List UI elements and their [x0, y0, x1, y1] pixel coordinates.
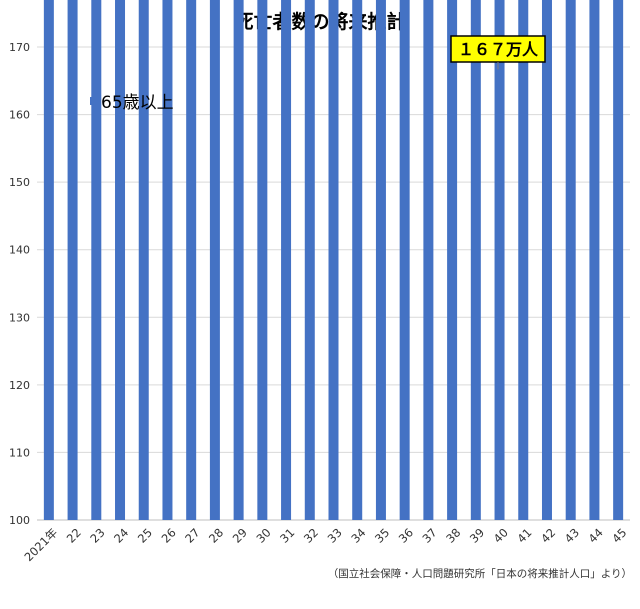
y-tick-label: 140 [9, 244, 30, 257]
chart-title: 死亡者数の将来推計 [234, 10, 405, 33]
x-tick-label: 40 [491, 525, 511, 545]
bar-segment [518, 0, 529, 520]
bar-segment [233, 0, 244, 520]
bar-segment [91, 0, 102, 520]
y-tick-label: 130 [9, 311, 30, 324]
x-tick-label: 43 [562, 525, 582, 545]
bar-segment [352, 0, 363, 520]
bar-segment [589, 0, 600, 520]
x-tick-label: 38 [443, 525, 463, 545]
bar-segment [613, 0, 624, 520]
x-tick-label: 42 [538, 525, 558, 545]
x-tick-label: 33 [325, 525, 345, 545]
bar-segment [447, 0, 458, 520]
source-note: （国立社会保障・人口問題研究所「日本の将来推計人口」より） [328, 567, 632, 580]
bar-segment [328, 0, 339, 520]
y-tick-label: 160 [9, 109, 30, 122]
x-tick-label: 22 [64, 525, 84, 545]
bar-segment [423, 0, 434, 520]
x-tick-label: 25 [135, 525, 155, 545]
bar-segment [43, 0, 54, 520]
bar-segment [209, 0, 220, 521]
y-tick-label: 100 [9, 514, 30, 527]
peak-annotation: １６７万人 [450, 35, 546, 70]
bar-segment [67, 0, 78, 520]
x-tick-label: 28 [206, 525, 226, 545]
y-tick-label: 150 [9, 176, 30, 189]
bar-segment [565, 0, 576, 520]
bar-segment [470, 0, 481, 520]
bar-segment [494, 0, 505, 520]
bar-segment [304, 0, 315, 520]
bar-segment [541, 0, 552, 520]
x-tick-label: 35 [372, 525, 392, 545]
y-tick-label: 110 [9, 446, 30, 459]
x-axis: 2021年 22 23 24 25 26 27 28 29 30 31 32 33 34 35 36 37 38 3… [21, 525, 629, 564]
bar-segment [138, 0, 149, 520]
annotation-label: １６７万人 [458, 40, 539, 59]
bar-segment [281, 0, 292, 520]
x-tick-label: 29 [230, 525, 250, 545]
x-tick-label: 34 [348, 525, 368, 545]
x-tick-label: 45 [609, 525, 629, 545]
bar-segment [186, 0, 197, 520]
x-tick-label: 24 [111, 525, 131, 545]
x-tick-label: 32 [301, 525, 321, 545]
bar-segment [257, 0, 268, 521]
bars [43, 0, 624, 521]
y-tick-label: 120 [9, 379, 30, 392]
x-tick-label: 30 [253, 525, 273, 545]
x-tick-label: 36 [396, 525, 416, 545]
bar-segment [162, 0, 173, 521]
bar-segment [399, 0, 410, 520]
y-axis: 100 110 120 130 140 150 160 170 [9, 41, 630, 527]
legend-label: 65歳以上 [101, 93, 174, 113]
legend: 65歳以上 [90, 93, 174, 113]
x-tick-label: 26 [159, 525, 179, 545]
bar-segment [115, 0, 126, 520]
x-tick-label: 37 [419, 525, 439, 545]
x-tick-label: 31 [277, 525, 297, 545]
x-tick-label: 41 [514, 525, 534, 545]
x-tick-label: 39 [467, 525, 487, 545]
x-tick-label: 23 [87, 525, 107, 545]
bar-segment [375, 0, 386, 520]
x-tick-label: 44 [586, 525, 606, 545]
annotation-box [450, 35, 546, 63]
y-tick-label: 170 [9, 41, 30, 54]
x-tick-label: 27 [182, 525, 202, 545]
legend-swatch [90, 97, 98, 105]
x-tick-label: 2021年 [21, 525, 60, 564]
